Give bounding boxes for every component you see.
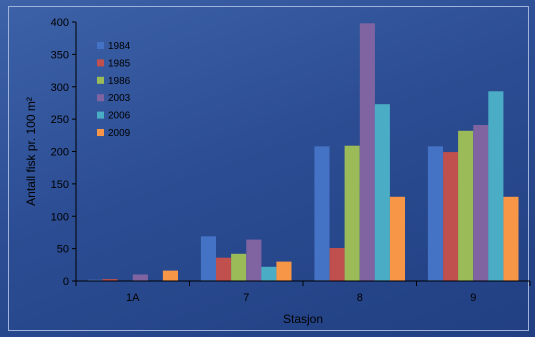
y-tick-label: 50 [57,244,69,256]
x-tick-label: 7 [243,292,249,304]
x-tick-label: 9 [470,292,476,304]
axes-group: 0 50 100 150 200 250 300 350 400 1A 7 8 9 [51,17,531,304]
bar-1986-9 [458,130,474,281]
bar-1985-1A [102,279,118,281]
bar-2006-9 [488,91,504,281]
bar-2009-1A [162,270,178,281]
bar-1984-7 [200,236,216,281]
bar-2009-7 [276,261,292,281]
legend-label-1985: 1985 [108,58,131,69]
y-tick-label: 0 [63,276,69,288]
plot-area-border [8,6,529,331]
y-tick-label: 300 [51,82,69,94]
bar-2003-8 [359,23,375,282]
y-tick-label: 250 [51,114,69,126]
bar-2006-8 [374,104,390,281]
bars-group [87,23,519,282]
bar-1985-7 [216,257,232,281]
y-axis-title: Antall fisk pr. 100 m² [24,97,38,206]
x-tick-label: 1A [126,292,140,304]
legend-label-1986: 1986 [108,76,131,87]
legend-swatch-2009 [97,129,104,136]
bar-1984-9 [427,146,443,281]
bar-2003-1A [132,274,148,281]
legend-label-2009: 2009 [108,128,131,139]
legend-swatch-1986 [97,76,104,84]
bar-1985-8 [329,248,345,281]
legend-swatch-1985 [97,59,104,67]
legend-swatch-1984 [97,42,104,49]
y-tick-label: 200 [51,147,69,159]
y-tick-label: 150 [51,179,69,191]
bar-1985-9 [443,152,459,281]
bar-2006-7 [261,266,277,281]
y-tick-label: 100 [51,211,69,223]
x-tick-label: 8 [357,292,363,304]
bar-1984-1A [87,279,103,281]
bar-2003-7 [246,239,262,281]
legend-label-2003: 2003 [108,93,131,104]
y-tick-label: 400 [51,17,69,29]
x-axis-title: Stasjon [283,312,323,326]
legend-swatch-2006 [97,111,104,119]
bar-2003-9 [473,125,489,281]
bar-1986-7 [231,253,247,281]
bar-2009-8 [389,196,405,281]
bar-2009-9 [503,196,519,281]
y-tick-label: 350 [51,49,69,61]
legend: 1984 1985 1986 2003 2006 2009 [97,41,131,139]
legend-swatch-2003 [97,94,104,102]
bar-1984-8 [314,146,330,281]
bar-1986-8 [344,145,360,281]
legend-label-2006: 2006 [108,111,131,122]
legend-label-1984: 1984 [108,41,131,52]
